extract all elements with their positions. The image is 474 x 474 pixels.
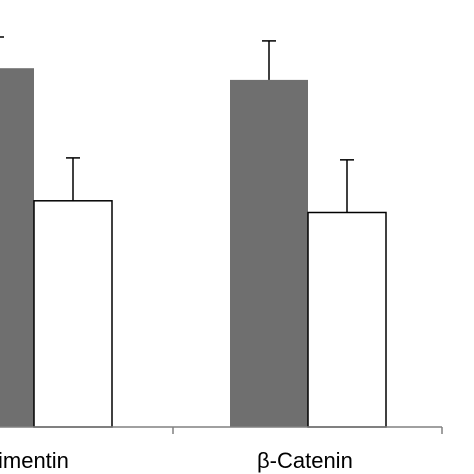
bar-series2-category2	[307, 211, 387, 428]
error-bars-group	[66, 40, 354, 213]
bar-series1-category1	[0, 68, 34, 427]
bar-series2-category1	[33, 200, 113, 428]
bar-series1-category2	[230, 79, 308, 428]
bars-group	[0, 68, 387, 428]
x-tick-label-vimentin: imentin	[0, 448, 69, 473]
x-tick-label-beta-catenin: β-Catenin	[257, 448, 353, 473]
